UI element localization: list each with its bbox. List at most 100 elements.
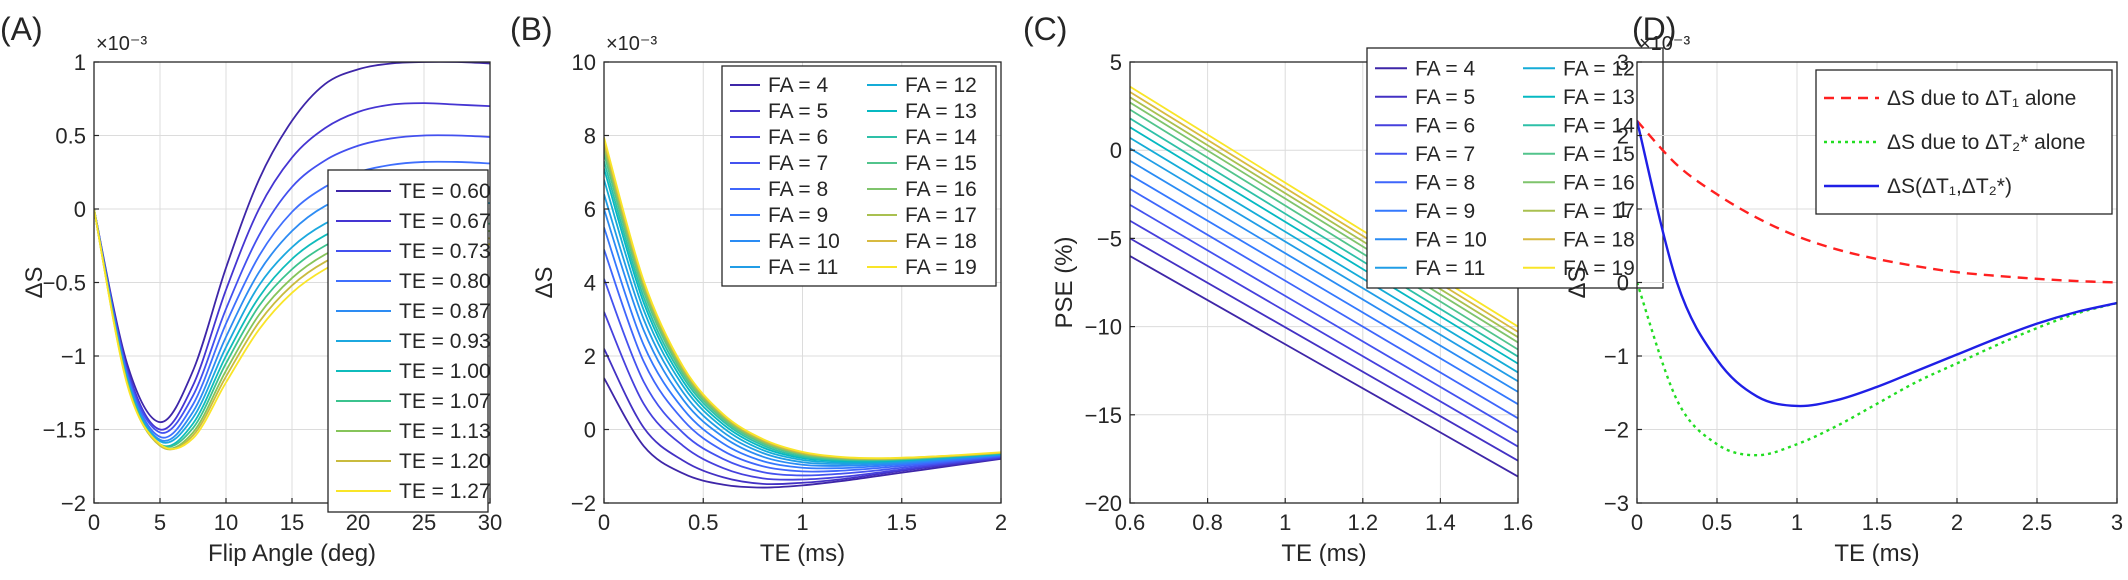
series-line-1 [604,377,1001,489]
y-tick-label: −2 [571,491,596,516]
y-tick-label: 0 [584,418,596,443]
y-tick-label: −15 [1085,403,1122,428]
x-tick-label: 1.6 [1503,510,1534,535]
x-tick-label: 20 [346,510,370,535]
series-line-3 [1637,120,2117,408]
legend-label: FA = 7 [1415,143,1475,166]
y-exponent: ×10⁻³ [96,33,147,55]
y-tick-label: −1 [1604,344,1629,369]
y-tick-label: 1 [1617,197,1629,222]
series-line-6 [1130,174,1518,405]
legend-label: FA = 16 [1563,171,1635,194]
legend-label: FA = 19 [905,256,977,279]
legend: TE = 0.60 TE = 0.67 TE = 0.73 TE = 0.80 TE =… [327,169,491,513]
series-line-13 [1130,101,1518,344]
x-tick-label: 10 [214,510,238,535]
legend-label: FA = 10 [768,230,840,253]
legend-label: FA = 12 [905,74,977,97]
y-exponent: ×10⁻³ [606,33,657,55]
legend-label: TE = 0.60 [399,180,491,203]
legend-label: FA = 6 [768,126,828,149]
panel-label: (D) [1632,11,1676,47]
panel-label: (A) [0,11,43,47]
legend-label: FA = 15 [1563,143,1635,166]
panel-a: (A) 0 5 10 15 20 25 30 −2 −1.5 −1 −0.5 0 0.5 1 ×10⁻³ Fli… [0,11,502,567]
x-tick-label: 1 [1279,510,1291,535]
y-tick-label: −2 [1604,418,1629,443]
series-group [604,137,1001,489]
y-tick-label: 0 [74,197,86,222]
legend-label: FA = 14 [905,126,977,149]
y-tick-label: 5 [1110,50,1122,75]
legend-label: FA = 8 [1415,171,1475,194]
series-line-5 [604,249,1001,473]
series-line-3 [604,311,1001,481]
panel-d: (D) 0 0.5 1 1.5 2 2.5 3 −3 −2 −1 0 1 2 3 ×10⁻³ TE (ms) ΔS… [1564,11,2123,567]
series-line-4 [604,278,1001,477]
y-tick-label: −3 [1604,491,1629,516]
legend: FA = 4 FA = 5 FA = 6 FA = 7 FA = 8 FA = 9 FA =… [1366,47,1664,289]
legend-label: FA = 16 [905,178,977,201]
series-line-14 [1130,96,1518,338]
y-axis-label: PSE (%) [1051,236,1078,328]
legend-label: FA = 19 [1563,257,1635,280]
legend-label: FA = 14 [1563,114,1635,137]
x-tick-label: 2 [1951,510,1963,535]
series-line-3 [94,134,490,434]
legend-label: FA = 13 [905,100,977,123]
y-tick-label: −20 [1085,491,1122,516]
y-tick-label: 2 [584,344,596,369]
x-tick-label: 0.5 [688,510,719,535]
series-line-4 [94,160,490,439]
legend-label: FA = 4 [768,74,828,97]
legend-label: FA = 11 [768,256,838,279]
series-line-3 [1130,219,1518,448]
legend-label: FA = 6 [1415,114,1475,137]
legend-label: ΔS due to ΔT₂* alone [1887,131,2086,154]
x-tick-label: 1.5 [1862,510,1893,535]
x-tick-label: 2 [995,510,1007,535]
series-line-2 [604,348,1001,486]
x-tick-label: 0 [598,510,610,535]
panel-label: (C) [1023,11,1067,47]
legend: FA = 4 FA = 5 FA = 6 FA = 7 FA = 8 FA = 9 FA =… [721,65,997,287]
x-tick-label: 15 [280,510,304,535]
series-line-7 [604,208,1001,467]
x-tick-label: 0 [88,510,100,535]
legend-label: FA = 5 [1415,86,1475,109]
series-line-10 [1130,126,1518,365]
y-tick-label: 1 [74,50,86,75]
legend-label: FA = 5 [768,100,828,123]
y-tick-label: 6 [584,197,596,222]
legend-label: ΔS due to ΔT₁ alone [1887,87,2076,110]
y-tick-label: 10 [572,50,596,75]
x-axis-label: TE (ms) [760,540,845,567]
series-line-4 [1130,204,1518,434]
legend-box [721,65,997,287]
y-exponent: ×10⁻³ [1639,33,1690,55]
x-tick-label: 5 [154,510,166,535]
series-line-2 [1637,282,2117,457]
y-tick-label: −5 [1097,226,1122,251]
series-group [1130,85,1518,478]
legend-label: FA = 9 [768,204,828,227]
legend-label: FA = 17 [905,204,977,227]
series-line-7 [1130,160,1518,393]
y-tick-label: 8 [584,124,596,149]
legend-label: FA = 18 [1563,228,1635,251]
legend-label: TE = 0.67 [399,210,491,233]
legend-label: FA = 15 [905,152,977,175]
y-tick-label: 0 [1110,138,1122,163]
series-group [1637,119,2117,457]
x-axis-label: TE (ms) [1281,540,1366,567]
legend-label: FA = 11 [1415,257,1485,280]
series-line-5 [1130,188,1518,420]
series-line-1 [1637,119,2117,284]
legend-label: TE = 0.73 [399,240,491,263]
legend-label: TE = 0.87 [399,300,491,323]
legend-box [1815,69,2113,215]
y-tick-label: −0.5 [43,271,86,296]
legend-label: FA = 17 [1563,200,1635,223]
